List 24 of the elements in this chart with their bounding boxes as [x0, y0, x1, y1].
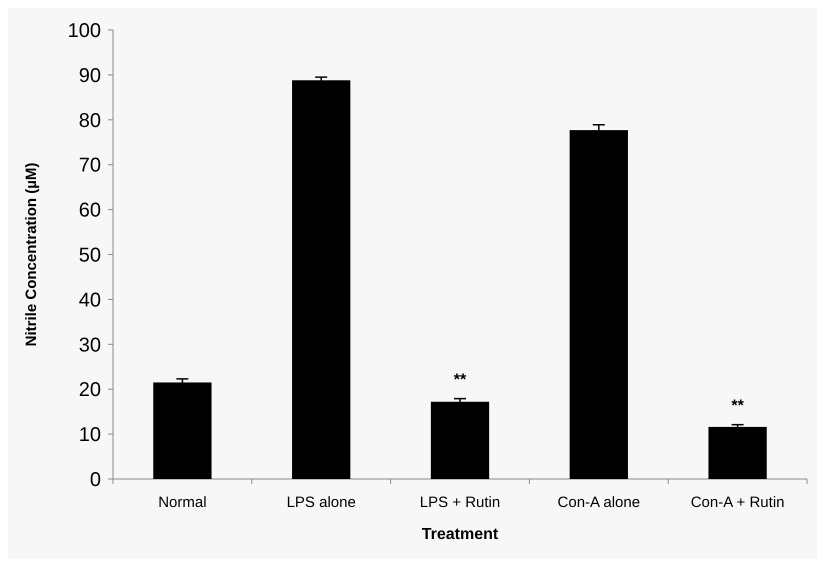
x-tick-label: LPS + Rutin [420, 494, 500, 511]
y-tick-label: 40 [78, 289, 101, 312]
y-tick-label: 70 [78, 154, 101, 177]
y-tick-label: 60 [78, 200, 101, 222]
y-axis-title: Nitrile Concentration (µM) [23, 162, 40, 346]
y-tick-label: 100 [68, 20, 101, 42]
bar [153, 382, 212, 479]
y-tick-label: 80 [78, 110, 101, 132]
x-tick-label: Normal [158, 494, 207, 511]
bar [292, 80, 350, 479]
y-tick-label: 90 [78, 64, 101, 87]
x-tick-label: LPS alone [286, 494, 356, 511]
annotation: ** [454, 372, 467, 389]
x-axis-title: Treatment [422, 526, 499, 543]
x-tick-label: Con-A + Rutin [690, 494, 785, 511]
y-tick-label: 0 [90, 469, 101, 491]
bar [708, 426, 767, 479]
y-tick-label: 20 [78, 379, 101, 402]
y-tick-label: 50 [78, 244, 101, 266]
y-tick-label: 30 [78, 334, 101, 356]
y-tick-label: 10 [78, 424, 101, 446]
bar [430, 402, 490, 479]
x-tick-label: Con-A alone [558, 494, 640, 511]
annotation: ** [731, 398, 745, 415]
